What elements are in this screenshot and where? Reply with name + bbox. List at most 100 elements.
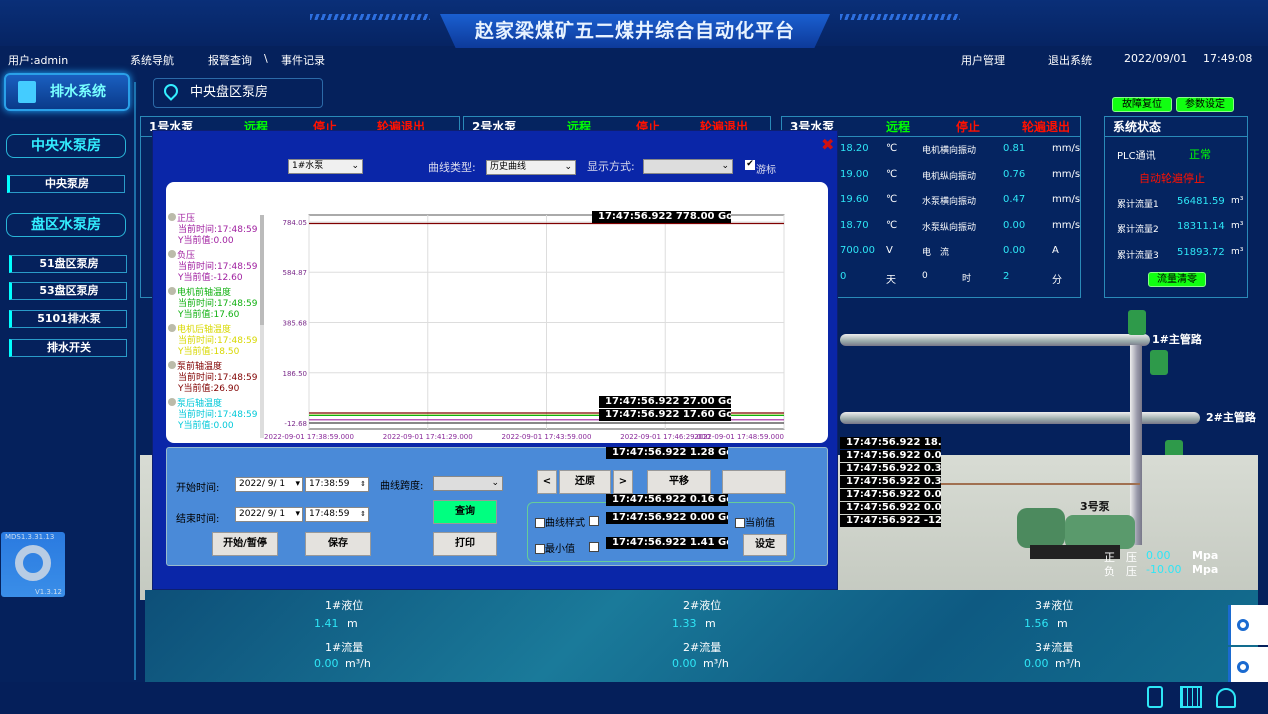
legend-marker-icon — [168, 361, 176, 369]
pump-select[interactable]: 1#水泵 ⌄ — [288, 159, 363, 174]
sidebar-item-central-pump-house[interactable]: 中央泵房 — [7, 175, 125, 193]
legend-y-value: Y当前值:17.60 — [178, 310, 240, 320]
start-time-input[interactable]: 17:38:59 ⇕ — [305, 477, 369, 492]
flow3-value: 51893.72 — [1177, 247, 1225, 258]
checkbox[interactable] — [735, 518, 745, 528]
user-management-link[interactable]: 用户管理 — [961, 54, 1005, 67]
nav-alarm-query[interactable]: 报警查询 — [208, 54, 252, 67]
fault-reset-button[interactable]: 故障复位 — [1112, 97, 1172, 112]
restore-button[interactable]: 还原 — [559, 470, 611, 494]
cursor-value-tooltip: 17:47:56.922 17.60 Good — [599, 409, 731, 421]
param-settings-button[interactable]: 参数设定 — [1176, 97, 1234, 112]
cursor-checkbox[interactable]: ✔ — [745, 159, 755, 170]
next-button[interactable]: > — [613, 470, 633, 494]
x-tick-label: 2022-09-01 17:38:59.000 — [264, 433, 354, 441]
checkbox[interactable] — [589, 540, 599, 553]
alarm-light-icon[interactable] — [1216, 688, 1236, 708]
save-button[interactable]: 保存 — [305, 532, 371, 556]
sidebar-item-drain-switch[interactable]: 排水开关 — [9, 339, 127, 357]
mds-widget[interactable]: MDS1.3.31.13 V1.3.12 — [1, 532, 65, 597]
checkbox[interactable] — [535, 518, 545, 528]
sidebar-item-51[interactable]: 51盘区泵房 — [9, 255, 127, 273]
start-date-picker[interactable]: 2022/ 9/ 1 ▾ — [235, 477, 303, 492]
flow-reset-button[interactable]: 流量清零 — [1148, 272, 1206, 287]
pump3-v1: 18.20 — [840, 143, 869, 154]
spinner-icon[interactable]: ⇕ — [360, 510, 366, 518]
extra-button[interactable] — [722, 470, 786, 494]
mds-version-top: MDS1.3.31.13 — [5, 533, 55, 541]
flow2-unit: m³ — [1231, 221, 1244, 231]
sidebar-item-53[interactable]: 53盘区泵房 — [9, 282, 127, 300]
system-status-title: 系统状态 — [1105, 117, 1247, 137]
curve-type-select[interactable]: 历史曲线 ⌄ — [486, 160, 576, 175]
copper-line — [840, 483, 1140, 485]
tank-level-unit: m — [347, 617, 358, 630]
print-button[interactable]: 打印 — [433, 532, 497, 556]
pump-state: 停止 — [956, 120, 981, 134]
legend-time: 当前时间:17:48:59.796 — [178, 336, 258, 346]
legend-scrollbar[interactable] — [260, 215, 264, 438]
valve-icon — [1128, 310, 1146, 335]
y-tick-label: 584.87 — [283, 269, 308, 277]
document-icon[interactable] — [1147, 686, 1163, 708]
pump3-label: 电机纵向振动 — [922, 171, 977, 182]
grid-chart-icon[interactable] — [1180, 686, 1202, 708]
pump-select-value: 1#水泵 — [292, 161, 324, 171]
query-button[interactable]: 查询 — [433, 500, 497, 524]
user-label: 用户:admin — [8, 54, 69, 67]
end-date-picker[interactable]: 2022/ 9/ 1 ▾ — [235, 507, 303, 522]
cursor-value-tooltip: 17:47:56.922 1.41 Good — [606, 537, 728, 549]
main-pipe-2 — [840, 412, 1200, 424]
floating-widget-2[interactable] — [1228, 647, 1268, 687]
cursor-value-tooltip: 17:47:56.922 18.50 — [840, 437, 941, 449]
curve-style-option[interactable]: 曲线样式 — [535, 514, 585, 529]
curve-span-select[interactable]: ⌄ — [433, 476, 503, 491]
flow1-label: 累计流量1 — [1117, 200, 1159, 210]
sidebar-item-5101[interactable]: 5101排水泵 — [9, 310, 127, 328]
pump3-label: 3号泵 — [1080, 500, 1110, 513]
pump3-v1: 700.00 — [840, 245, 875, 256]
display-mode-select[interactable]: ⌄ — [643, 159, 733, 174]
cursor-value-tooltip: 17:47:56.922 -12.60 — [840, 515, 941, 527]
legend-time: 当前时间:17:48:59.796 — [178, 299, 258, 309]
group-district-pump-room[interactable]: 盘区水泵房 — [6, 213, 126, 237]
negative-pressure-label: 负 压 — [1104, 565, 1137, 578]
control-panel: 开始时间: 2022/ 9/ 1 ▾ 17:38:59 ⇕ 结束时间: 2022/ … — [166, 447, 828, 566]
app-icon — [1237, 619, 1249, 631]
prev-button[interactable]: < — [537, 470, 557, 494]
legend-name: 负压 — [177, 251, 196, 261]
pan-button[interactable]: 平移 — [647, 470, 711, 494]
end-time-input[interactable]: 17:48:59 ⇕ — [305, 507, 369, 522]
tank-flow-unit: m³/h — [345, 657, 371, 670]
close-icon[interactable]: ✖ — [821, 135, 835, 154]
cursor-value-tooltip: 17:47:56.922 0.16 Good — [606, 494, 728, 506]
drainage-system-button[interactable]: 排水系统 — [4, 73, 130, 111]
group-central-pump-room[interactable]: 中央水泵房 — [6, 134, 126, 158]
checkbox[interactable] — [589, 514, 599, 527]
checkbox[interactable] — [535, 544, 545, 554]
set-button[interactable]: 设定 — [743, 534, 787, 556]
spinner-icon[interactable]: ⇕ — [360, 480, 366, 488]
pump3-label: 水泵纵向振动 — [922, 222, 977, 233]
floating-widget-1[interactable] — [1228, 605, 1268, 645]
chevron-down-icon: ⌄ — [564, 162, 572, 172]
pump3-u2: mm/s — [1052, 143, 1081, 154]
start-pause-button[interactable]: 开始/暂停 — [212, 532, 278, 556]
current-value-option[interactable]: 当前值 — [735, 514, 775, 529]
nav-event-log[interactable]: 事件记录 — [281, 54, 325, 67]
logout-link[interactable]: 退出系统 — [1048, 54, 1092, 67]
min-value-option[interactable]: 最小值 — [535, 540, 575, 555]
nav-system[interactable]: 系统导航 — [130, 54, 174, 67]
pump3-label: 0 — [922, 270, 928, 281]
pump3-u1: ℃ — [886, 219, 898, 231]
positive-pressure-label: 正 压 — [1104, 551, 1137, 564]
flow3-label: 累计流量3 — [1117, 251, 1159, 261]
pump-rotation: 轮遍退出 — [1022, 120, 1071, 134]
negative-pressure-value: -10.00 — [1146, 563, 1182, 576]
